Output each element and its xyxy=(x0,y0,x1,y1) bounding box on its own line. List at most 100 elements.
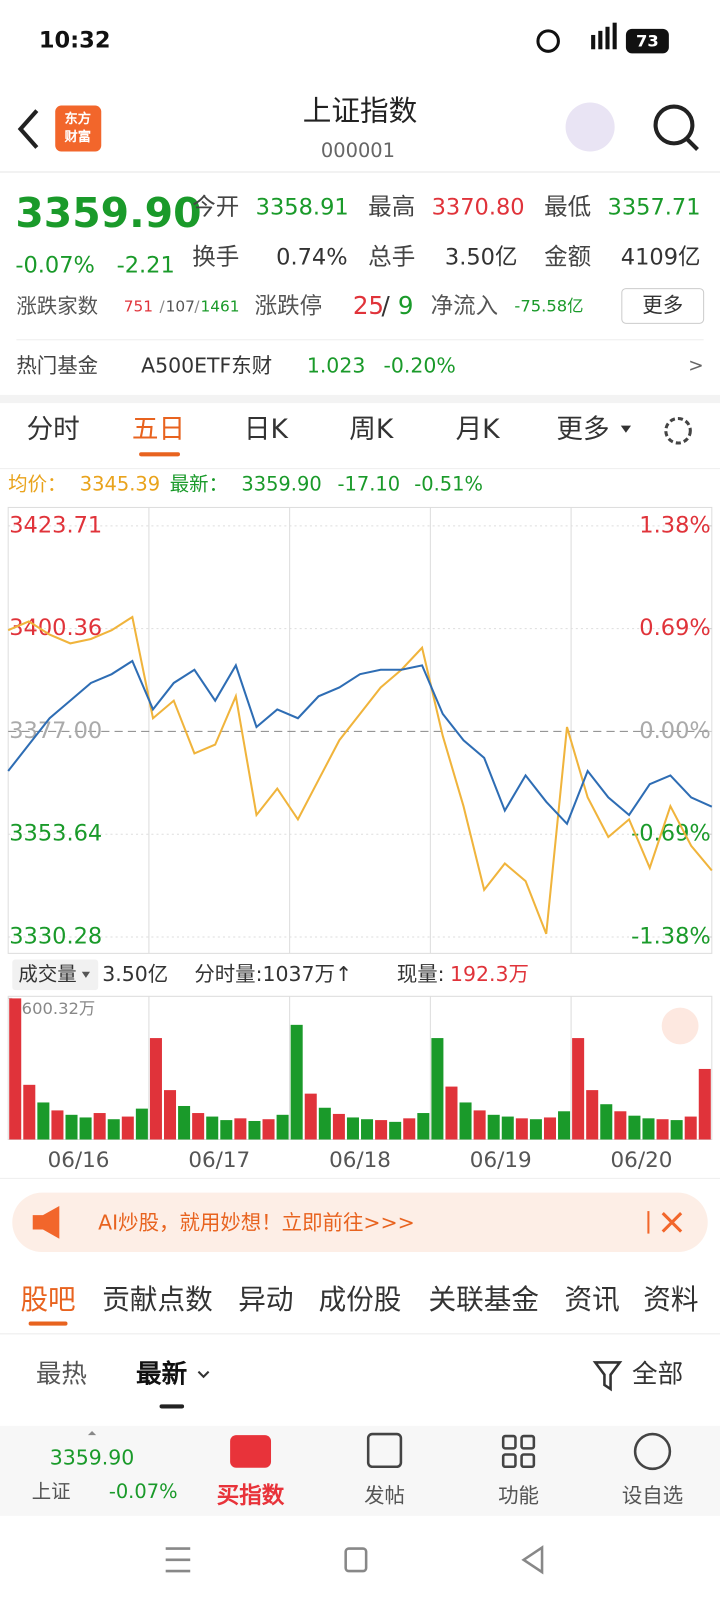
change-percent: -0.07% xyxy=(15,253,95,279)
volume-bar xyxy=(459,1102,472,1140)
volume-total: 3.50亿 xyxy=(102,962,168,986)
hot-fund-label: 热门基金 xyxy=(16,353,98,377)
section-tab[interactable]: 异动 xyxy=(238,1283,293,1316)
legend-latest-label: 最新： xyxy=(170,472,228,495)
stat-label: 换手 xyxy=(192,242,239,270)
stat-value: 3370.80 xyxy=(432,194,525,220)
x-tick-label: 06/20 xyxy=(611,1148,673,1173)
decliners: 1461 xyxy=(200,298,239,316)
stat-label: 今开 xyxy=(192,192,239,220)
period-tab[interactable]: 更多 xyxy=(556,414,609,445)
volume-selector[interactable] xyxy=(12,959,99,991)
volume-bar xyxy=(304,1093,317,1140)
search-handle xyxy=(685,137,699,151)
section-tab[interactable]: 资料 xyxy=(643,1283,698,1316)
search-button[interactable] xyxy=(653,104,695,146)
dropdown-arrow xyxy=(81,971,90,978)
volume-bar xyxy=(332,1113,345,1140)
price-line xyxy=(7,659,713,826)
volume-bar xyxy=(670,1120,683,1140)
volume-bar xyxy=(558,1111,571,1140)
volume-bar xyxy=(487,1114,500,1140)
stat-label: 总手 xyxy=(368,242,415,270)
active-sort-indicator xyxy=(159,1404,185,1409)
section-tab[interactable]: 资讯 xyxy=(565,1283,620,1316)
nav-item[interactable]: 买指数 xyxy=(217,1483,285,1509)
settings-button[interactable] xyxy=(664,416,692,445)
period-tab[interactable]: 周K xyxy=(349,414,394,445)
nav-price: 3359.90 xyxy=(50,1446,135,1470)
caret xyxy=(87,1430,97,1436)
section-tab[interactable]: 贡献点数 xyxy=(102,1283,212,1316)
nav-item[interactable]: 功能 xyxy=(498,1483,539,1507)
volume-bar xyxy=(149,1038,162,1140)
legend-change: -17.10 xyxy=(338,472,401,495)
separator: / xyxy=(381,291,390,320)
back-button[interactable] xyxy=(17,109,39,149)
nav-change: -0.07% xyxy=(109,1480,178,1503)
volume-bar xyxy=(51,1110,64,1140)
expand-button[interactable] xyxy=(661,1007,699,1045)
separator: / xyxy=(194,298,200,316)
nav-item[interactable]: 发帖 xyxy=(364,1483,405,1507)
post-icon[interactable] xyxy=(366,1432,403,1469)
volume-bar xyxy=(445,1086,458,1140)
current-volume-label: 现量: xyxy=(397,962,445,986)
period-tab[interactable]: 日K xyxy=(244,414,289,445)
stat-value: 4109亿 xyxy=(621,244,701,270)
x-tick-label: 06/18 xyxy=(329,1148,391,1173)
volume-bar xyxy=(178,1105,191,1140)
watchlist-icon[interactable] xyxy=(633,1432,672,1471)
dropdown-arrow xyxy=(620,425,632,433)
sort-option[interactable]: 最热 xyxy=(36,1360,87,1390)
logo[interactable] xyxy=(55,105,102,152)
ai-banner[interactable] xyxy=(12,1192,708,1252)
y-tick-label: 3353.64 xyxy=(9,821,102,847)
section-tab[interactable]: 股吧 xyxy=(20,1283,75,1316)
fund-name[interactable]: A500ETF东财 xyxy=(141,353,272,377)
change-amount: -2.21 xyxy=(117,253,175,279)
logo-text: 东方 xyxy=(64,110,91,127)
last-price: 3359.90 xyxy=(15,189,201,237)
gap xyxy=(0,394,720,404)
banner-text[interactable]: AI炒股，就用妙想！立即前往>>> xyxy=(98,1210,415,1234)
bottom-nav xyxy=(0,1425,720,1516)
volume-bar xyxy=(656,1119,669,1140)
x-tick-label: 06/16 xyxy=(48,1148,110,1173)
nav-item[interactable]: 设自选 xyxy=(622,1483,683,1507)
period-tab[interactable]: 月K xyxy=(456,414,501,445)
separator: / xyxy=(160,298,166,316)
volume-bar xyxy=(586,1090,599,1140)
more-label[interactable]: 更多 xyxy=(642,293,683,317)
volume-label[interactable]: 成交量 xyxy=(18,962,76,985)
volume-bar xyxy=(515,1118,528,1140)
volume-bar xyxy=(684,1116,697,1140)
ai-avatar[interactable] xyxy=(565,102,615,152)
limit-label: 涨跌停 xyxy=(255,294,323,320)
filter-icon[interactable] xyxy=(592,1361,623,1392)
advancers: 751 xyxy=(124,298,153,316)
function-icon[interactable] xyxy=(501,1434,536,1469)
chevron xyxy=(197,1370,210,1379)
buy-index-icon[interactable] xyxy=(230,1435,272,1468)
volume-bar xyxy=(220,1120,233,1140)
megaphone-icon xyxy=(32,1205,60,1239)
x-tick-label: 06/19 xyxy=(470,1148,532,1173)
y2-tick-label: -0.69% xyxy=(631,821,711,847)
period-tab[interactable]: 分时 xyxy=(27,414,80,445)
volume-bar xyxy=(318,1107,331,1140)
filter-label[interactable]: 全部 xyxy=(632,1360,683,1390)
section-tab[interactable]: 成份股 xyxy=(319,1283,402,1316)
more-button[interactable] xyxy=(621,288,705,324)
period-tab[interactable]: 五日 xyxy=(132,414,185,445)
section-tab[interactable]: 关联基金 xyxy=(429,1283,539,1316)
volume-bar xyxy=(93,1113,106,1140)
fund-change: -0.20% xyxy=(384,353,456,377)
volume-bar xyxy=(276,1114,289,1140)
volume-bar xyxy=(79,1117,92,1140)
close-banner[interactable] xyxy=(661,1212,683,1233)
stat-value: 3358.91 xyxy=(256,194,349,220)
unchanged: 107 xyxy=(166,298,195,316)
sort-option[interactable]: 最新 xyxy=(136,1360,187,1390)
